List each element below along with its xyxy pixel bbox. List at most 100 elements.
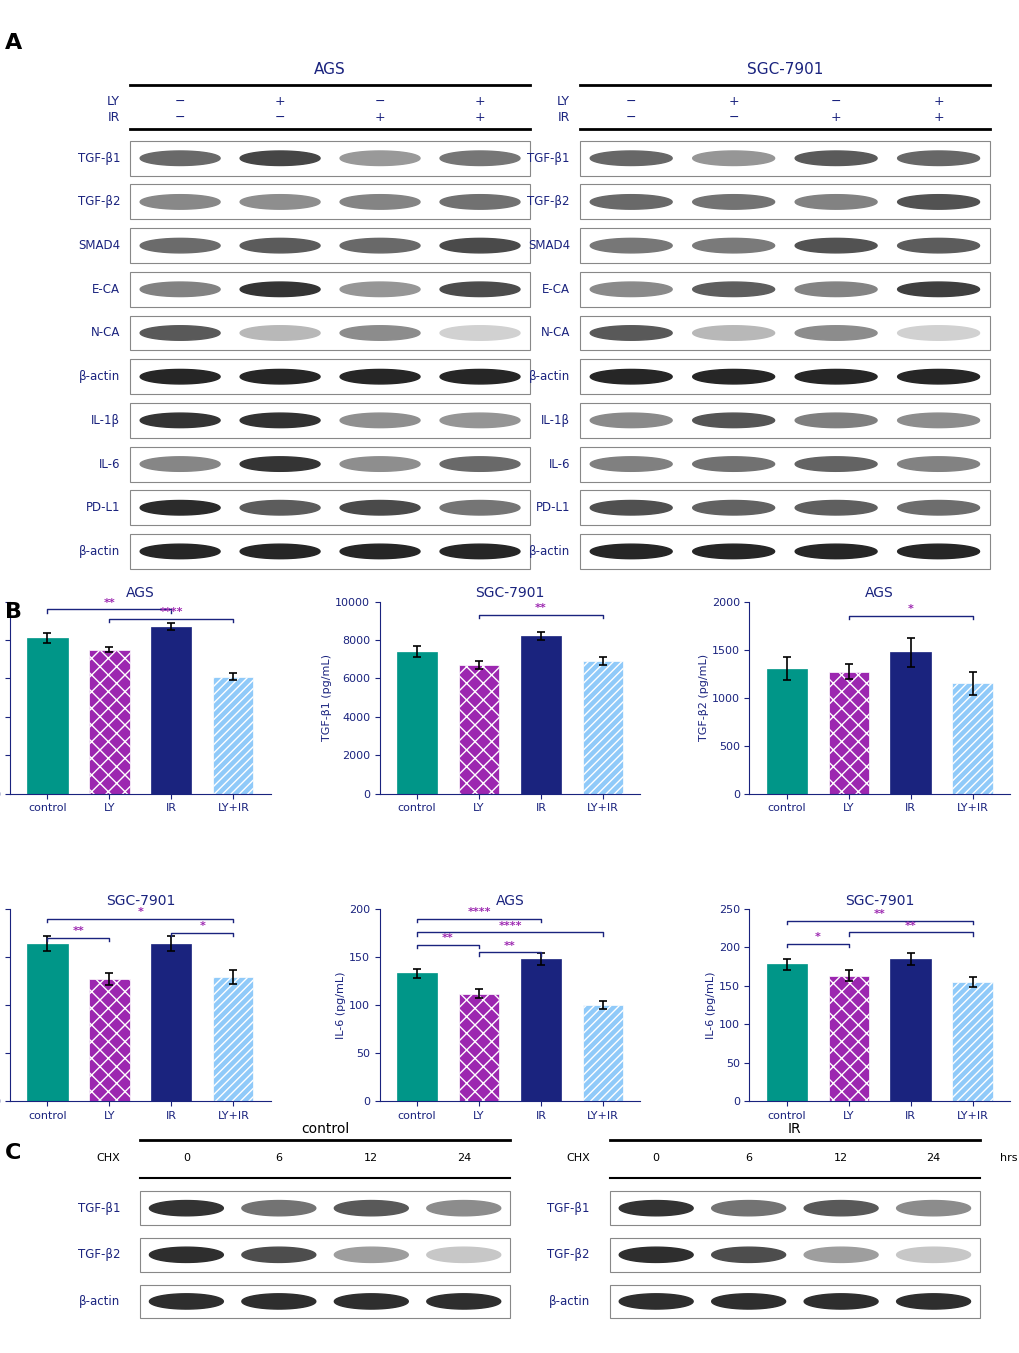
Polygon shape (692, 457, 773, 471)
Polygon shape (140, 326, 220, 340)
Text: β-actin: β-actin (528, 371, 570, 383)
Polygon shape (140, 281, 220, 296)
Text: 0: 0 (652, 1153, 659, 1164)
Polygon shape (140, 152, 220, 165)
Polygon shape (439, 238, 520, 253)
Bar (890, 652, 930, 794)
Bar (151, 626, 192, 794)
Polygon shape (439, 326, 520, 340)
Text: IL-6: IL-6 (99, 457, 120, 471)
Bar (213, 977, 253, 1101)
Bar (766, 965, 806, 1101)
Polygon shape (619, 1200, 693, 1216)
Title: SGC-7901: SGC-7901 (475, 586, 544, 601)
Text: −: − (830, 95, 841, 108)
Polygon shape (619, 1293, 693, 1310)
Bar (213, 676, 253, 794)
Bar (582, 662, 623, 794)
Bar (521, 959, 560, 1101)
Polygon shape (339, 369, 420, 384)
Polygon shape (795, 544, 876, 559)
Text: +: + (728, 95, 738, 108)
Bar (130, 446, 530, 482)
Polygon shape (692, 369, 773, 384)
Title: AGS: AGS (495, 894, 524, 908)
Polygon shape (140, 369, 220, 384)
Polygon shape (339, 544, 420, 559)
Polygon shape (150, 1247, 223, 1262)
Y-axis label: TGF-β2 (pg/mL): TGF-β2 (pg/mL) (698, 653, 708, 741)
Polygon shape (795, 369, 876, 384)
Text: ****: **** (497, 920, 522, 931)
Polygon shape (590, 195, 672, 210)
Polygon shape (242, 1247, 316, 1262)
Polygon shape (692, 152, 773, 165)
Polygon shape (795, 501, 876, 515)
Polygon shape (426, 1247, 500, 1262)
Polygon shape (439, 152, 520, 165)
Polygon shape (897, 413, 978, 428)
Bar (28, 639, 67, 794)
Polygon shape (692, 413, 773, 428)
Text: +: + (274, 95, 285, 108)
Bar (130, 403, 530, 438)
Text: TGF-β1: TGF-β1 (77, 1201, 120, 1215)
Text: IR: IR (557, 111, 570, 124)
Text: **: ** (103, 598, 115, 607)
Bar (582, 1005, 623, 1101)
Text: −: − (174, 95, 185, 108)
Polygon shape (140, 457, 220, 471)
Polygon shape (692, 544, 773, 559)
Bar (130, 490, 530, 525)
Polygon shape (803, 1200, 877, 1216)
Polygon shape (711, 1200, 785, 1216)
Text: +: + (374, 111, 385, 124)
Y-axis label: TGF-β1 (pg/mL): TGF-β1 (pg/mL) (322, 653, 332, 741)
Text: −: − (274, 111, 285, 124)
Text: CHX: CHX (97, 1153, 120, 1164)
Polygon shape (795, 195, 876, 210)
Text: *: * (199, 921, 205, 931)
Text: β-actin: β-actin (78, 371, 120, 383)
Text: *: * (814, 932, 820, 942)
Polygon shape (590, 238, 672, 253)
Polygon shape (590, 544, 672, 559)
Text: **: ** (904, 920, 916, 931)
Polygon shape (239, 238, 320, 253)
Bar (952, 683, 991, 794)
Polygon shape (897, 457, 978, 471)
Text: IR: IR (788, 1122, 801, 1137)
Text: −: − (374, 95, 385, 108)
Polygon shape (242, 1293, 316, 1310)
Bar (609, 1238, 979, 1272)
Y-axis label: IL-6 (pg/mL): IL-6 (pg/mL) (336, 971, 345, 1039)
Text: AGS: AGS (314, 61, 345, 77)
Bar (609, 1284, 979, 1318)
Polygon shape (426, 1200, 500, 1216)
Bar (766, 668, 806, 794)
Bar (396, 973, 437, 1101)
Text: −: − (174, 111, 185, 124)
Polygon shape (140, 195, 220, 210)
Bar (580, 534, 988, 568)
Polygon shape (590, 326, 672, 340)
Polygon shape (239, 195, 320, 210)
Polygon shape (711, 1293, 785, 1310)
Polygon shape (439, 457, 520, 471)
Polygon shape (590, 457, 672, 471)
Bar (580, 446, 988, 482)
Text: IL-1β: IL-1β (91, 414, 120, 426)
Polygon shape (897, 501, 978, 515)
Text: SMAD4: SMAD4 (528, 239, 570, 252)
Polygon shape (239, 152, 320, 165)
Polygon shape (897, 195, 978, 210)
Polygon shape (692, 501, 773, 515)
Text: β-actin: β-actin (528, 545, 570, 557)
Polygon shape (426, 1293, 500, 1310)
Polygon shape (619, 1247, 693, 1262)
Polygon shape (239, 281, 320, 296)
Bar (459, 993, 498, 1101)
Polygon shape (339, 152, 420, 165)
Title: SGC-7901: SGC-7901 (106, 894, 175, 908)
Polygon shape (239, 457, 320, 471)
